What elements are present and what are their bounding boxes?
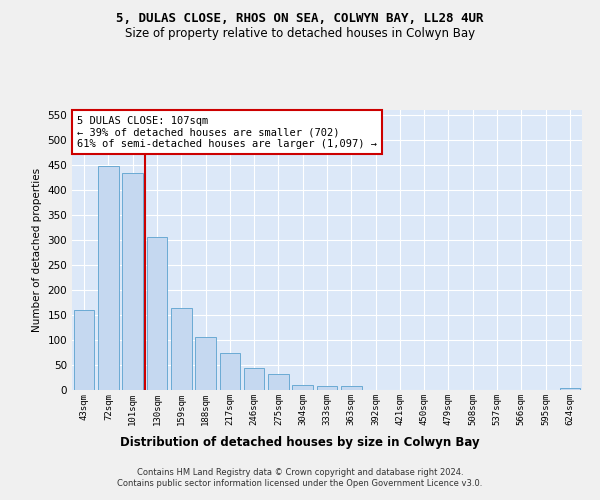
Bar [341,386,362,390]
Text: 5 DULAS CLOSE: 107sqm
← 39% of detached houses are smaller (702)
61% of semi-det: 5 DULAS CLOSE: 107sqm ← 39% of detached … [77,116,377,149]
Text: 5, DULAS CLOSE, RHOS ON SEA, COLWYN BAY, LL28 4UR: 5, DULAS CLOSE, RHOS ON SEA, COLWYN BAY,… [116,12,484,26]
Bar [317,386,337,390]
Text: Size of property relative to detached houses in Colwyn Bay: Size of property relative to detached ho… [125,28,475,40]
Bar [292,385,313,390]
Bar [560,388,580,390]
Bar [268,374,289,390]
Bar [122,172,143,390]
Bar [195,336,216,390]
Bar [244,368,265,390]
Bar [171,308,191,390]
Bar [98,166,119,390]
Y-axis label: Number of detached properties: Number of detached properties [32,168,42,332]
Bar [220,353,240,390]
Bar [146,236,167,390]
Text: Contains HM Land Registry data © Crown copyright and database right 2024.
Contai: Contains HM Land Registry data © Crown c… [118,468,482,487]
Text: Distribution of detached houses by size in Colwyn Bay: Distribution of detached houses by size … [120,436,480,449]
Bar [74,310,94,390]
